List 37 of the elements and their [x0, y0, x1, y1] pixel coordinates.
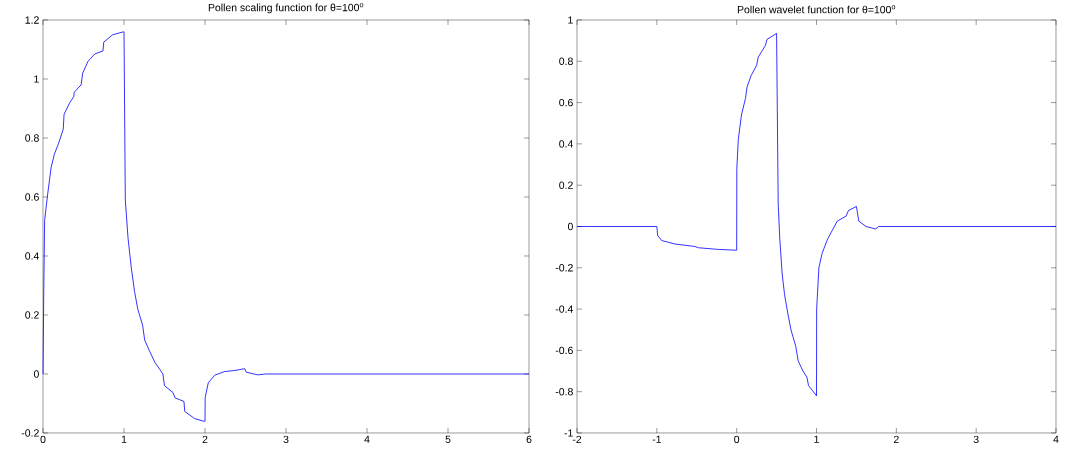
x-tick-label: 4	[364, 435, 370, 443]
chart-title: Pollen scaling function for θ=100$^{o}$	[208, 3, 364, 14]
x-tick-label: 1	[814, 435, 819, 443]
line-series	[42, 31, 530, 422]
x-tick-label: 3	[973, 435, 979, 444]
y-tick-label: -0.2	[555, 264, 573, 272]
y-tick-label: 0	[567, 222, 573, 231]
x-tick-label: 2	[893, 435, 899, 443]
x-tick-label: 4	[1053, 435, 1059, 443]
x-tick-label: 3	[283, 435, 289, 444]
x-tick-label: 0	[40, 435, 46, 444]
y-tick-label: 0.6	[559, 98, 573, 107]
y-tick-label: 0.4	[25, 252, 40, 260]
y-tick-label: 0.2	[559, 181, 573, 189]
y-tick-label: -0.4	[555, 305, 574, 313]
x-tick-label: 5	[445, 435, 451, 443]
x-tick-label: 0	[734, 435, 740, 444]
y-tick-label: 1.2	[25, 16, 39, 24]
x-tick-label: 1	[121, 435, 127, 443]
x-tick-label: -1	[652, 435, 661, 443]
y-tick-label: 0	[33, 370, 39, 378]
line-series	[576, 33, 1057, 397]
chart-title: Pollen wavelet function for θ=100$^{o}$	[737, 5, 896, 14]
y-tick-label: -0.6	[555, 346, 573, 355]
y-tick-label: 0.4	[559, 140, 574, 148]
x-tick-label: 6	[526, 435, 532, 444]
y-tick-label: -1	[564, 429, 573, 437]
y-tick-label: 0.2	[25, 311, 39, 319]
y-tick-label: 0.8	[25, 134, 39, 142]
y-tick-label: -0.8	[555, 387, 573, 396]
x-tick-label: -2	[572, 435, 582, 443]
y-tick-label: 0.6	[25, 193, 39, 201]
y-tick-label: 1	[34, 75, 39, 83]
y-tick-label: 1	[568, 16, 573, 24]
y-tick-label: 0.8	[559, 57, 573, 65]
x-tick-label: 2	[202, 435, 208, 443]
y-tick-label: -0.2	[21, 429, 39, 437]
